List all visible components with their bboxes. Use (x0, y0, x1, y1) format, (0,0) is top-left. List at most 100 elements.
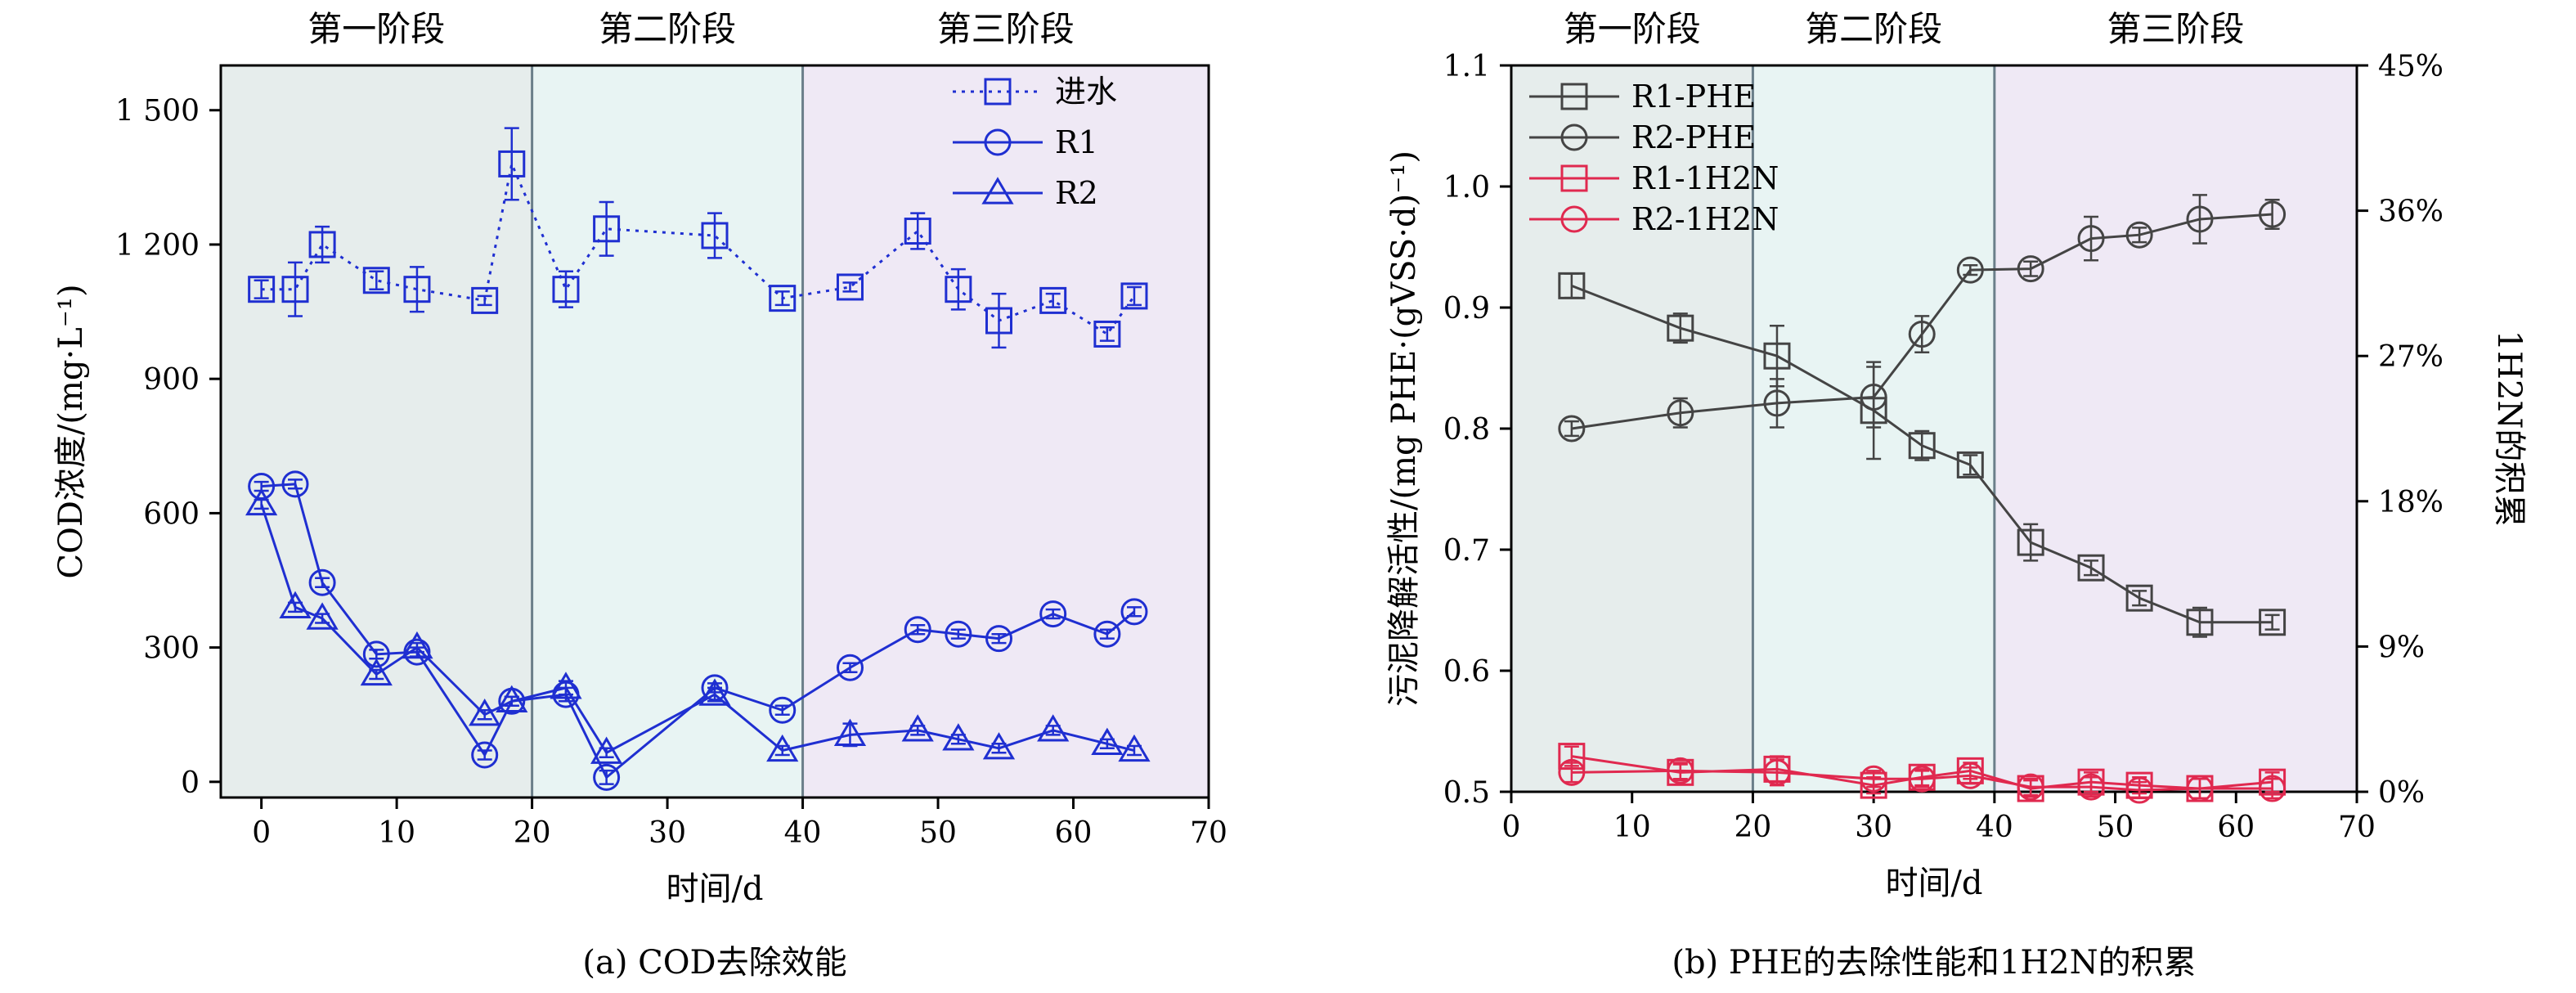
data-point (985, 307, 1013, 335)
series-R2-PHE (1558, 194, 2287, 443)
x-tick-label: 20 (1735, 811, 1772, 844)
legend-marker (1560, 124, 1588, 151)
y-tick-label: 0.5 (1443, 776, 1490, 810)
legend-label: R2-1H2N (1631, 201, 1779, 237)
data-point (403, 638, 431, 666)
y2-tick-label: 18% (2378, 486, 2444, 519)
x-tick-label: 60 (1055, 816, 1093, 850)
data-point (701, 222, 729, 249)
chart-panel-b: 第一阶段 第二阶段 第三阶段 0 10 20 30 40 50 60 70 0.5 0.6 0.7 0.8 0… (1385, 9, 2528, 982)
x-tick-label: 40 (1976, 811, 2013, 844)
y-tick-label: 900 (143, 363, 200, 397)
figure-caption: (a) COD去除效能 (582, 944, 846, 982)
legend-marker (1560, 83, 1588, 110)
series-R2 (245, 488, 1151, 764)
data-point (248, 276, 276, 303)
data-point (985, 625, 1013, 653)
data-point (1039, 600, 1067, 628)
y-tick-label: 0.6 (1443, 655, 1490, 689)
x-tick-label: 0 (252, 816, 271, 850)
data-point (550, 672, 582, 699)
legend-label: R2 (1055, 175, 1098, 211)
data-point (1956, 762, 1984, 789)
data-point (1908, 321, 1936, 348)
data-point (1039, 286, 1067, 314)
stage-region (221, 65, 532, 798)
data-point (1860, 384, 1887, 411)
stage-label: 第二阶段 (599, 9, 736, 49)
data-point (2017, 773, 2044, 801)
stage-region (1994, 65, 2357, 792)
data-point (901, 714, 934, 742)
data-point (2125, 221, 2153, 249)
data-point (2017, 255, 2044, 283)
y-axis-title: COD浓度/(mg·L⁻¹) (52, 284, 90, 578)
data-point (1667, 757, 1694, 784)
y-tick-label: 0.8 (1443, 413, 1490, 447)
y-tick-label: 0.7 (1443, 534, 1490, 568)
y2-tick-label: 0% (2378, 776, 2425, 810)
legend-label: R1-1H2N (1631, 160, 1779, 196)
data-point (904, 616, 931, 644)
y-tick-label: 300 (143, 632, 200, 666)
series-line (261, 483, 1135, 780)
data-point (2125, 584, 2153, 612)
data-point (281, 470, 309, 498)
y-tick-label: 0.9 (1443, 292, 1490, 326)
legend-label: 进水 (1055, 74, 1117, 110)
y2-tick-label: 36% (2378, 195, 2444, 229)
data-point (698, 678, 731, 706)
data-point (2186, 609, 2214, 636)
data-point (469, 699, 501, 726)
data-point (590, 736, 623, 764)
y-tick-label: 600 (143, 497, 200, 531)
figure-caption: (b) PHE的去除性能和1H2N的积累 (1672, 944, 2196, 982)
series-line (261, 160, 1136, 336)
x-tick-label: 10 (378, 816, 415, 850)
data-point (1558, 415, 1586, 443)
legend-label: R1 (1055, 124, 1098, 160)
data-point (1667, 399, 1694, 427)
stage-label: 第一阶段 (1564, 9, 1701, 49)
data-point (1908, 432, 1936, 460)
data-point (471, 741, 499, 769)
data-point (2186, 205, 2214, 233)
data-point (1956, 256, 1984, 284)
legend-marker (984, 128, 1012, 156)
data-point (496, 685, 528, 712)
data-point (1120, 598, 1148, 626)
y-axis-title: 污泥降解活性/(mg PHE·(gVSS·d)⁻¹) (1385, 151, 1423, 707)
data-point (593, 215, 621, 243)
data-point (769, 696, 797, 724)
data-point (2077, 225, 2105, 253)
y2-axis-title: 1H2N的积累 (2490, 330, 2528, 528)
x-tick-label: 50 (919, 816, 957, 850)
stage-region (802, 65, 1209, 798)
data-point (1956, 451, 1984, 479)
data-point (279, 591, 312, 619)
data-point (945, 620, 972, 648)
stage-label: 第三阶段 (937, 9, 1075, 49)
data-point (1860, 765, 1887, 793)
data-point (248, 473, 276, 501)
data-point (360, 658, 393, 686)
x-tick-label: 20 (514, 816, 551, 850)
data-point (498, 150, 526, 177)
data-point (471, 286, 499, 314)
stage-label: 第二阶段 (1805, 9, 1942, 49)
y2-tick-label: 27% (2378, 340, 2444, 374)
legend-marker (1560, 164, 1588, 192)
data-point (1763, 758, 1791, 786)
stage-label: 第一阶段 (307, 9, 445, 49)
legend-label: R1-PHE (1631, 79, 1756, 115)
x-tick-label: 10 (1613, 811, 1651, 844)
stage-region (532, 65, 803, 798)
data-point (1037, 714, 1070, 742)
x-axis-title: 时间/d (666, 870, 763, 908)
data-point (245, 488, 278, 516)
y2-tick-label: 9% (2378, 631, 2425, 664)
data-point (362, 267, 390, 294)
series-R2-1H2N (1558, 757, 2287, 804)
data-point (904, 218, 931, 245)
